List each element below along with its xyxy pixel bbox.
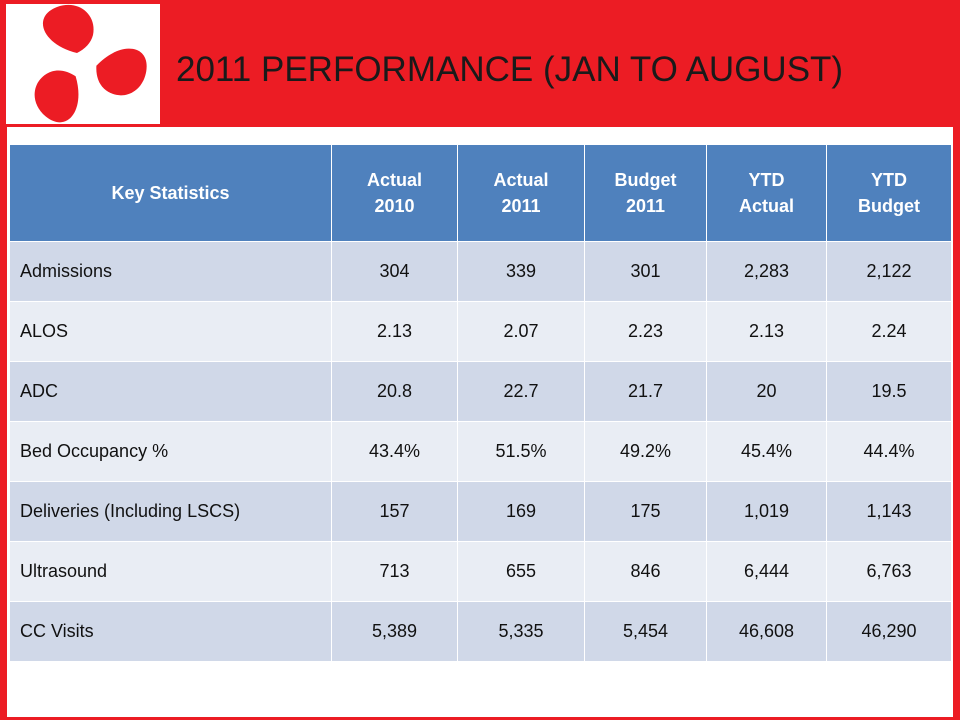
table-cell: 655 (457, 541, 585, 602)
table-cell: 301 (584, 241, 707, 302)
table-cell: 5,454 (584, 601, 707, 662)
key-statistics-table: Key Statistics Actual 2010 Actual 2011 B… (9, 144, 952, 662)
table-row: ALOS 2.13 2.07 2.23 2.13 2.24 (9, 301, 952, 362)
table-cell: 2.13 (331, 301, 458, 362)
table-cell: 6,444 (706, 541, 827, 602)
table-cell: 2.07 (457, 301, 585, 362)
table-cell: 5,389 (331, 601, 458, 662)
table-cell: 2.23 (584, 301, 707, 362)
table-cell: 713 (331, 541, 458, 602)
row-label: Ultrasound (9, 541, 332, 602)
table-cell: 2.24 (826, 301, 952, 362)
table-cell: 169 (457, 481, 585, 542)
table-cell: 43.4% (331, 421, 458, 482)
table-cell: 22.7 (457, 361, 585, 422)
table-row: Ultrasound 713 655 846 6,444 6,763 (9, 541, 952, 602)
table-cell: 846 (584, 541, 707, 602)
table-cell: 51.5% (457, 421, 585, 482)
column-header: Key Statistics (9, 144, 332, 242)
table-cell: 19.5 (826, 361, 952, 422)
row-label: Admissions (9, 241, 332, 302)
table-cell: 20 (706, 361, 827, 422)
content-area: Key Statistics Actual 2010 Actual 2011 B… (7, 127, 953, 717)
table-cell: 46,608 (706, 601, 827, 662)
table-row: Bed Occupancy % 43.4% 51.5% 49.2% 45.4% … (9, 421, 952, 482)
red-tri-swirl-icon (34, 4, 147, 123)
row-label: ALOS (9, 301, 332, 362)
table-cell: 20.8 (331, 361, 458, 422)
table-cell: 5,335 (457, 601, 585, 662)
table-row: ADC 20.8 22.7 21.7 20 19.5 (9, 361, 952, 422)
table-cell: 1,143 (826, 481, 952, 542)
table-cell: 45.4% (706, 421, 827, 482)
table-row: CC Visits 5,389 5,335 5,454 46,608 46,29… (9, 601, 952, 662)
table-row: Deliveries (Including LSCS) 157 169 175 … (9, 481, 952, 542)
table-cell: 44.4% (826, 421, 952, 482)
table-cell: 1,019 (706, 481, 827, 542)
column-header: Actual 2010 (331, 144, 458, 242)
table-cell: 304 (331, 241, 458, 302)
row-label: Bed Occupancy % (9, 421, 332, 482)
table-row: Admissions 304 339 301 2,283 2,122 (9, 241, 952, 302)
table-cell: 175 (584, 481, 707, 542)
table-cell: 2,122 (826, 241, 952, 302)
row-label: CC Visits (9, 601, 332, 662)
table-header-row: Key Statistics Actual 2010 Actual 2011 B… (9, 144, 952, 242)
table-cell: 21.7 (584, 361, 707, 422)
column-header: YTD Actual (706, 144, 827, 242)
table-cell: 157 (331, 481, 458, 542)
column-header: Actual 2011 (457, 144, 585, 242)
table-cell: 2.13 (706, 301, 827, 362)
table-cell: 46,290 (826, 601, 952, 662)
row-label: Deliveries (Including LSCS) (9, 481, 332, 542)
page-title: 2011 PERFORMANCE (JAN TO AUGUST) (176, 50, 844, 89)
table-cell: 339 (457, 241, 585, 302)
table-cell: 2,283 (706, 241, 827, 302)
column-header: YTD Budget (826, 144, 952, 242)
logo (6, 4, 160, 124)
table-cell: 49.2% (584, 421, 707, 482)
row-label: ADC (9, 361, 332, 422)
table-cell: 6,763 (826, 541, 952, 602)
column-header: Budget 2011 (584, 144, 707, 242)
